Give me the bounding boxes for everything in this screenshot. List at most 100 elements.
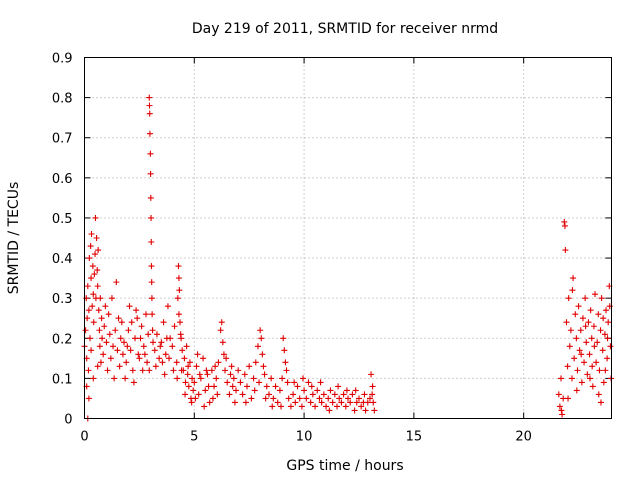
x-tick-label: 20 [515,430,532,445]
data-point [105,311,112,318]
data-point [97,359,104,366]
data-point [94,363,101,370]
data-point [597,399,604,406]
data-point [265,391,272,398]
data-point [178,367,185,374]
data-point [195,391,202,398]
data-point [134,315,141,322]
data-point [340,391,347,398]
data-point [152,363,159,370]
data-point [88,347,95,354]
y-tick-labels: 0 0.1 0.2 0.3 0.4 0.5 0.6 0.7 0.8 0.9 [52,52,73,428]
data-point [369,391,376,398]
data-point [185,363,192,370]
data-point [274,399,281,406]
data-point [185,383,192,390]
data-point [148,239,155,246]
x-tick-label: 0 [80,430,88,445]
data-point [352,387,359,394]
data-point [603,307,610,314]
data-point [276,387,283,394]
data-point [138,323,145,330]
data-point [343,387,350,394]
data-point [585,319,592,326]
data-point [228,363,235,370]
data-point [280,335,287,342]
data-point [230,375,237,382]
data-point [577,327,584,334]
y-tick-label: 0.1 [52,372,73,387]
data-point [170,367,177,374]
data-point [174,295,181,302]
data-point [94,267,101,274]
data-point [347,399,354,406]
data-point [366,395,373,402]
data-point [353,399,360,406]
data-point [590,323,597,330]
data-points [81,94,615,422]
data-point [208,367,215,374]
data-point [246,363,253,370]
data-point [166,355,173,362]
data-point [329,399,336,406]
data-point [108,295,115,302]
data-point [116,363,123,370]
data-point [214,391,221,398]
data-point [572,311,579,318]
data-point [586,351,593,358]
data-point [179,347,186,354]
data-point [94,283,101,290]
data-point [331,391,338,398]
data-point [592,291,599,298]
data-point [87,243,94,250]
data-point [257,327,264,334]
data-point [561,218,568,225]
data-point [104,367,111,374]
data-point [132,335,139,342]
data-point [589,363,596,370]
data-point [566,343,573,350]
data-point [604,355,611,362]
data-point [224,379,231,386]
data-point [160,319,167,326]
data-point [92,251,99,258]
data-point [290,391,297,398]
data-point [256,379,263,386]
data-point [301,387,308,394]
y-tick-label: 0 [64,413,72,428]
data-point [197,375,204,382]
data-point [169,343,176,350]
x-tick-label: 10 [296,430,313,445]
data-point [316,395,323,402]
data-point [263,383,270,390]
data-point [556,403,563,410]
data-point [220,351,227,358]
data-point [231,399,238,406]
data-point [305,379,312,386]
data-point [269,403,276,410]
data-point [142,311,149,318]
data-point [596,367,603,374]
data-point [146,110,153,117]
data-point [85,367,92,374]
data-point [146,94,153,101]
data-point [92,214,99,221]
data-point [320,391,327,398]
data-point [369,383,376,390]
data-point [84,283,91,290]
data-point [237,379,244,386]
data-point [567,327,574,334]
data-point [595,391,602,398]
data-point [148,279,155,286]
data-point [595,311,602,318]
x-axis-label: GPS time / hours [286,458,403,474]
data-point [146,367,153,374]
data-point [117,335,124,342]
data-point [282,359,289,366]
data-point [188,399,195,406]
data-point [602,367,609,374]
data-point [370,399,377,406]
data-point [270,395,277,402]
data-point [175,311,182,318]
data-point [158,339,165,346]
